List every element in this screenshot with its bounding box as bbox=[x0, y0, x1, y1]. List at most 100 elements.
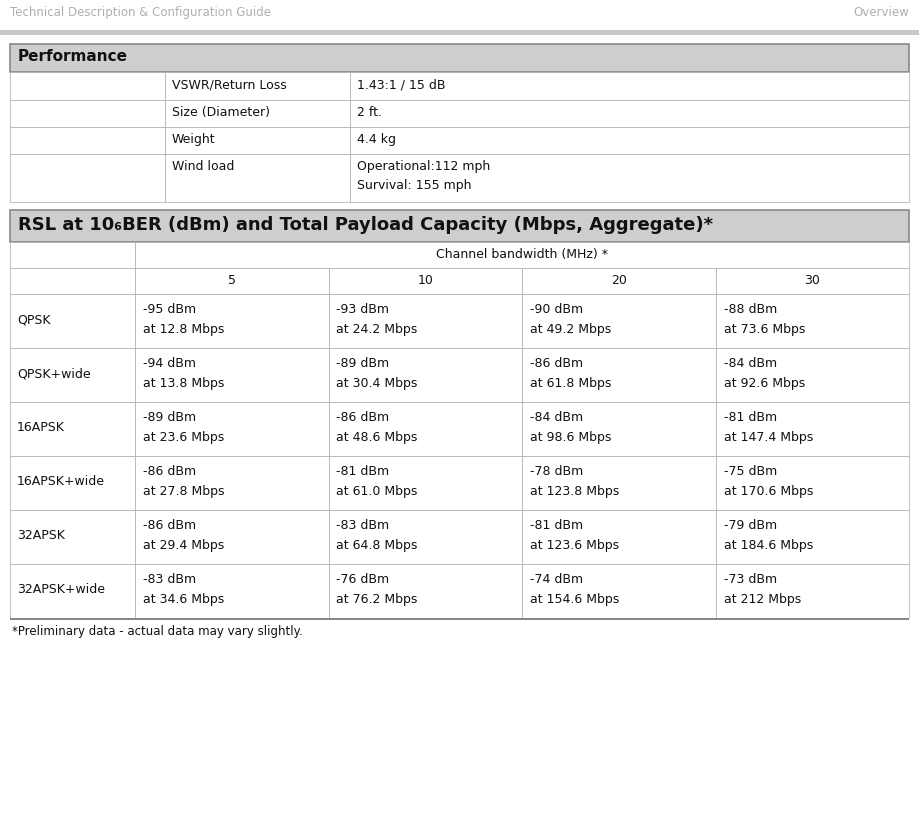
Text: -75 dBm
at 170.6 Mbps: -75 dBm at 170.6 Mbps bbox=[723, 465, 813, 497]
Text: -81 dBm
at 123.6 Mbps: -81 dBm at 123.6 Mbps bbox=[530, 519, 619, 551]
Bar bbox=[328, 294, 522, 348]
Text: VSWR/Return Loss: VSWR/Return Loss bbox=[172, 78, 287, 91]
Bar bbox=[350, 154, 909, 202]
Text: Channel bandwidth (MHz) *: Channel bandwidth (MHz) * bbox=[436, 248, 608, 261]
Text: Technical Description & Configuration Guide: Technical Description & Configuration Gu… bbox=[10, 6, 271, 19]
Text: -95 dBm
at 12.8 Mbps: -95 dBm at 12.8 Mbps bbox=[143, 303, 224, 336]
Text: QPSK: QPSK bbox=[17, 313, 51, 326]
Bar bbox=[10, 294, 135, 348]
Bar bbox=[0, 30, 919, 35]
Bar bbox=[522, 564, 716, 618]
Bar bbox=[350, 72, 909, 100]
Text: -73 dBm
at 212 Mbps: -73 dBm at 212 Mbps bbox=[723, 573, 800, 606]
Bar bbox=[135, 564, 328, 618]
Bar bbox=[328, 268, 522, 294]
Text: -93 dBm
at 24.2 Mbps: -93 dBm at 24.2 Mbps bbox=[336, 303, 418, 336]
Bar bbox=[716, 402, 909, 456]
Text: Overview: Overview bbox=[853, 6, 909, 19]
Bar bbox=[10, 154, 165, 202]
Text: -90 dBm
at 49.2 Mbps: -90 dBm at 49.2 Mbps bbox=[530, 303, 611, 336]
Bar bbox=[10, 456, 135, 510]
Bar bbox=[165, 154, 350, 202]
Text: Operational:112 mph
Survival: 155 mph: Operational:112 mph Survival: 155 mph bbox=[357, 160, 490, 192]
Bar bbox=[716, 564, 909, 618]
Bar bbox=[10, 348, 135, 402]
Bar bbox=[135, 456, 328, 510]
Text: -86 dBm
at 27.8 Mbps: -86 dBm at 27.8 Mbps bbox=[143, 465, 224, 497]
Bar bbox=[135, 268, 328, 294]
Text: -74 dBm
at 154.6 Mbps: -74 dBm at 154.6 Mbps bbox=[530, 573, 619, 606]
Bar bbox=[10, 402, 135, 456]
Bar bbox=[10, 72, 165, 100]
Text: 30: 30 bbox=[804, 274, 820, 287]
Text: -89 dBm
at 30.4 Mbps: -89 dBm at 30.4 Mbps bbox=[336, 357, 418, 389]
Text: Size (Diameter): Size (Diameter) bbox=[172, 106, 270, 119]
Bar bbox=[522, 268, 716, 294]
Bar bbox=[328, 402, 522, 456]
Bar bbox=[716, 510, 909, 564]
Bar bbox=[522, 456, 716, 510]
Bar bbox=[328, 510, 522, 564]
Text: -88 dBm
at 73.6 Mbps: -88 dBm at 73.6 Mbps bbox=[723, 303, 805, 336]
Text: -86 dBm
at 29.4 Mbps: -86 dBm at 29.4 Mbps bbox=[143, 519, 224, 551]
Bar bbox=[328, 564, 522, 618]
Text: -78 dBm
at 123.8 Mbps: -78 dBm at 123.8 Mbps bbox=[530, 465, 619, 497]
Text: -81 dBm
at 147.4 Mbps: -81 dBm at 147.4 Mbps bbox=[723, 411, 812, 444]
Bar bbox=[10, 242, 135, 268]
Bar bbox=[10, 127, 165, 154]
Text: -94 dBm
at 13.8 Mbps: -94 dBm at 13.8 Mbps bbox=[143, 357, 224, 389]
Bar bbox=[10, 44, 909, 72]
Text: -86 dBm
at 48.6 Mbps: -86 dBm at 48.6 Mbps bbox=[336, 411, 418, 444]
Text: -81 dBm
at 61.0 Mbps: -81 dBm at 61.0 Mbps bbox=[336, 465, 418, 497]
Text: 4.4 kg: 4.4 kg bbox=[357, 133, 396, 146]
Bar bbox=[10, 564, 135, 618]
Text: -84 dBm
at 98.6 Mbps: -84 dBm at 98.6 Mbps bbox=[530, 411, 611, 444]
Text: QPSK+wide: QPSK+wide bbox=[17, 367, 91, 380]
Text: 32APSK: 32APSK bbox=[17, 529, 65, 542]
Bar bbox=[0, 0, 919, 30]
Bar bbox=[135, 510, 328, 564]
Bar bbox=[328, 456, 522, 510]
Text: -89 dBm
at 23.6 Mbps: -89 dBm at 23.6 Mbps bbox=[143, 411, 224, 444]
Text: RSL at 10₆BER (dBm) and Total Payload Capacity (Mbps, Aggregate)*: RSL at 10₆BER (dBm) and Total Payload Ca… bbox=[18, 216, 713, 234]
Text: -86 dBm
at 61.8 Mbps: -86 dBm at 61.8 Mbps bbox=[530, 357, 611, 389]
Bar bbox=[522, 294, 716, 348]
Text: 10: 10 bbox=[417, 274, 433, 287]
Text: 16APSK: 16APSK bbox=[17, 421, 65, 434]
Bar bbox=[328, 348, 522, 402]
Bar bbox=[10, 100, 165, 127]
Text: Weight: Weight bbox=[172, 133, 216, 146]
Bar bbox=[10, 510, 135, 564]
Text: 1.43:1 / 15 dB: 1.43:1 / 15 dB bbox=[357, 78, 446, 91]
Bar bbox=[135, 294, 328, 348]
Bar bbox=[135, 242, 909, 268]
Bar bbox=[135, 402, 328, 456]
Bar bbox=[350, 127, 909, 154]
Text: -83 dBm
at 34.6 Mbps: -83 dBm at 34.6 Mbps bbox=[143, 573, 224, 606]
Text: -79 dBm
at 184.6 Mbps: -79 dBm at 184.6 Mbps bbox=[723, 519, 812, 551]
Bar bbox=[165, 100, 350, 127]
Bar bbox=[10, 210, 909, 242]
Text: Performance: Performance bbox=[18, 49, 128, 64]
Text: Wind load: Wind load bbox=[172, 160, 234, 173]
Bar bbox=[165, 127, 350, 154]
Bar bbox=[716, 294, 909, 348]
Text: *Preliminary data - actual data may vary slightly.: *Preliminary data - actual data may vary… bbox=[12, 625, 302, 638]
Bar bbox=[522, 348, 716, 402]
Bar bbox=[10, 268, 135, 294]
Bar bbox=[165, 72, 350, 100]
Bar bbox=[522, 510, 716, 564]
Text: 32APSK+wide: 32APSK+wide bbox=[17, 583, 105, 596]
Bar bbox=[350, 100, 909, 127]
Text: -84 dBm
at 92.6 Mbps: -84 dBm at 92.6 Mbps bbox=[723, 357, 805, 389]
Bar bbox=[135, 348, 328, 402]
Text: 20: 20 bbox=[611, 274, 627, 287]
Text: 16APSK+wide: 16APSK+wide bbox=[17, 475, 105, 488]
Bar bbox=[716, 456, 909, 510]
Text: 2 ft.: 2 ft. bbox=[357, 106, 382, 119]
Bar bbox=[716, 268, 909, 294]
Text: -83 dBm
at 64.8 Mbps: -83 dBm at 64.8 Mbps bbox=[336, 519, 418, 551]
Bar bbox=[522, 402, 716, 456]
Bar bbox=[716, 348, 909, 402]
Text: 5: 5 bbox=[228, 274, 236, 287]
